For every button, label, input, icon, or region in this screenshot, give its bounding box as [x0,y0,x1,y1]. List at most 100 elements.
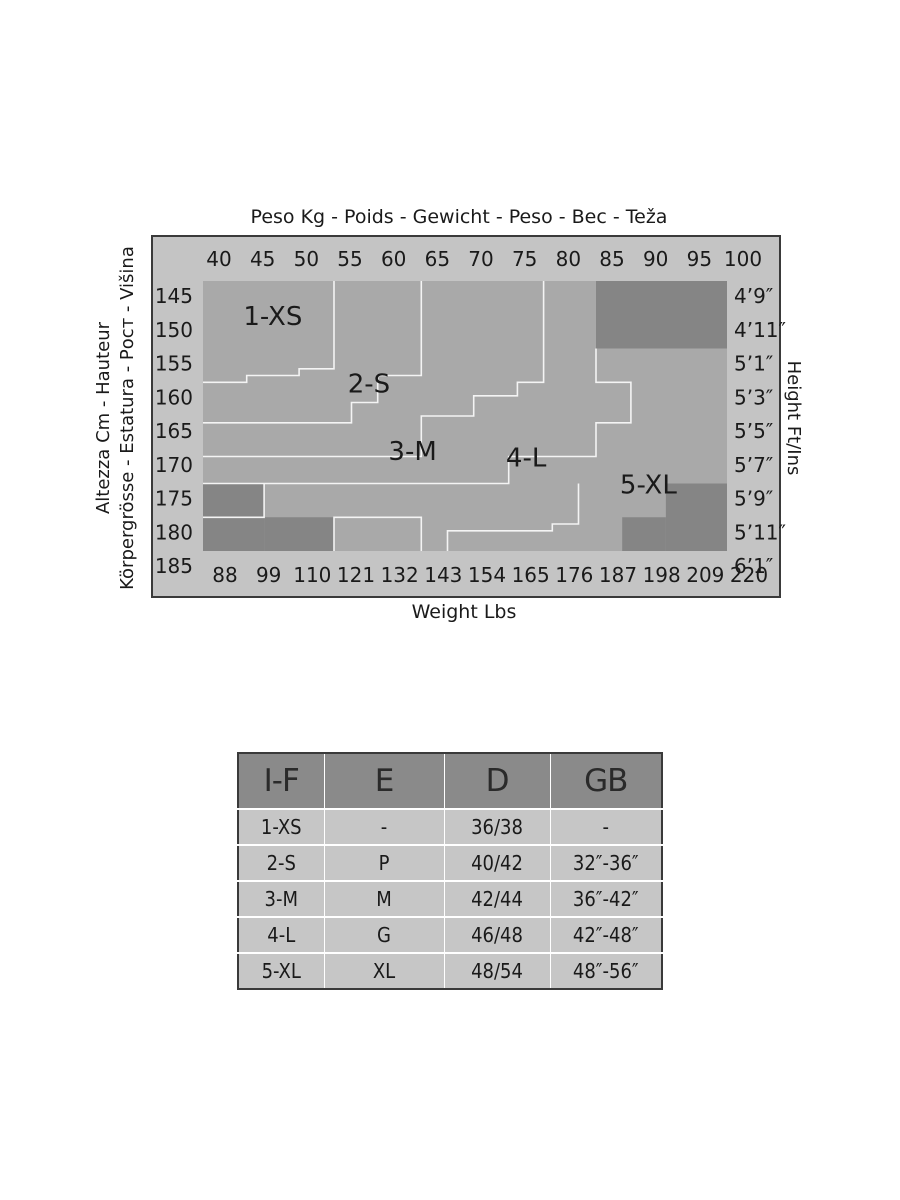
table-cell: 42/44 [444,881,551,918]
ft-tick-label: 5’9″ [734,487,773,511]
table-cell: 4-L [238,917,325,954]
kg-tick-label: 85 [599,247,624,271]
size-label-1-xs: 1-XS [243,302,302,332]
table-cell: 32″-36″ [550,845,662,882]
size-boundary-l-xl-top [203,348,632,485]
lbs-tick-label: 99 [256,563,281,587]
table-row: 3-M M 42/44 36″-42″ [238,881,662,918]
lbs-axis-ticks: 88 99 110 121 132 143 154 165 176 187 198 209 220 [212,563,768,587]
table-cell: G [324,917,445,954]
unavailable-zone [596,281,727,349]
ft-tick-label: 5’5″ [734,419,773,443]
table-row: 1-XS - 36/38 - [238,809,662,846]
table-cell: 2-S [238,845,325,882]
ft-tick-label: 5’1″ [734,352,773,376]
size-label-4-l: 4-L [506,444,547,474]
size-zone-labels: 1-XS 2-S 3-M 4-L 5-XL [243,302,677,501]
cm-tick-label: 185 [155,554,193,578]
cm-tick-label: 170 [155,453,193,477]
kg-tick-label: 45 [250,247,275,271]
plot-area [203,281,727,551]
lbs-tick-label: 132 [381,563,419,587]
header-cell: I-F [238,753,325,810]
table-cell: 42″-48″ [550,917,662,954]
table-cell: 48/54 [444,953,551,989]
header-cell: GB [550,753,662,810]
size-label-5-xl: 5-XL [620,471,677,501]
table-header-row: I-F E D GB [238,753,662,810]
x-axis-label: Weight Lbs [412,601,517,623]
right-axis-label: Height Ft/Ins [783,361,804,476]
kg-axis-ticks: 40 45 50 55 60 65 70 75 80 85 90 95 100 [206,247,762,271]
lbs-tick-label: 187 [599,563,637,587]
table-cell: 36″-42″ [550,881,662,918]
table-cell: 5-XL [238,953,325,989]
ft-tick-label: 6’1″ [734,554,773,578]
table-cell: 40/42 [444,845,551,882]
cm-tick-label: 155 [155,352,193,376]
kg-tick-label: 60 [381,247,406,271]
ft-tick-label: 4’11″ [734,318,786,342]
kg-tick-label: 90 [643,247,668,271]
table-cell: 46/48 [444,917,551,954]
kg-tick-label: 95 [687,247,712,271]
table-cell: 48″-56″ [550,953,662,989]
unavailable-zone [622,517,666,551]
y-axis-label-line-1: Altezza Cm - Hauteur [93,321,114,514]
cm-axis-ticks: 145 150 155 160 165 170 175 180 185 [155,284,193,578]
kg-tick-label: 55 [337,247,362,271]
ft-tick-label: 4’9″ [734,284,773,308]
lbs-tick-label: 198 [643,563,681,587]
size-label-3-m: 3-M [388,437,436,467]
table-row: 5-XL XL 48/54 48″-56″ [238,953,662,989]
cm-tick-label: 150 [155,318,193,342]
lbs-tick-label: 209 [686,563,724,587]
lbs-tick-label: 220 [730,563,768,587]
cm-tick-label: 145 [155,284,193,308]
table-cell: 1-XS [238,809,325,846]
cm-tick-label: 165 [155,419,193,443]
kg-tick-label: 75 [512,247,537,271]
size-boundary-xs-s [203,281,335,384]
size-boundary-l-xl-bottom [333,516,423,551]
table-cell: M [324,881,445,918]
ft-axis-ticks: 4’9″ 4’11″ 5’1″ 5’3″ 5’5″ 5’7″ 5’9″ 5’11″ 6’1″ [734,284,786,578]
unavailable-zone [665,483,727,551]
lbs-tick-label: 176 [555,563,593,587]
size-label-2-s: 2-S [348,369,390,399]
chart-title: Peso Kg - Poids - Gewicht - Peso - Bec -… [251,206,668,228]
lbs-tick-label: 154 [468,563,506,587]
table-cell: 36/38 [444,809,551,846]
y-axis-label-line-2: Körpergrösse - Estatura - Рост - Višina [117,246,138,590]
cm-tick-label: 160 [155,385,193,409]
size-boundary-m-l [203,281,545,458]
ft-tick-label: 5’11″ [734,520,786,544]
table-cell: 3-M [238,881,325,918]
kg-tick-label: 40 [206,247,231,271]
size-conversion-table: I-F E D GB 1-XS - 36/38 - 2-S P 40/42 32… [237,752,663,990]
header-cell: D [444,753,551,810]
size-boundary-lower-bottom [203,483,265,519]
unavailable-zone [264,517,334,551]
table-row: 2-S P 40/42 32″-36″ [238,845,662,882]
size-boundary-xl-lower [446,483,580,551]
kg-tick-label: 65 [425,247,450,271]
kg-tick-label: 100 [724,247,762,271]
kg-tick-label: 70 [468,247,493,271]
ft-tick-label: 5’3″ [734,385,773,409]
lbs-tick-label: 143 [424,563,462,587]
cm-tick-label: 175 [155,487,193,511]
lbs-tick-label: 121 [337,563,375,587]
kg-tick-label: 50 [294,247,319,271]
header-cell: E [324,753,445,810]
lbs-tick-label: 88 [212,563,237,587]
ft-tick-label: 5’7″ [734,453,773,477]
cm-tick-label: 180 [155,520,193,544]
lbs-tick-label: 110 [293,563,331,587]
size-boundary-s-m [203,281,423,424]
table-cell: P [324,845,445,882]
table-cell: - [324,809,445,846]
table-cell: XL [324,953,445,989]
table-row: 4-L G 46/48 42″-48″ [238,917,662,954]
size-chart: Peso Kg - Poids - Gewicht - Peso - Bec -… [93,206,804,623]
